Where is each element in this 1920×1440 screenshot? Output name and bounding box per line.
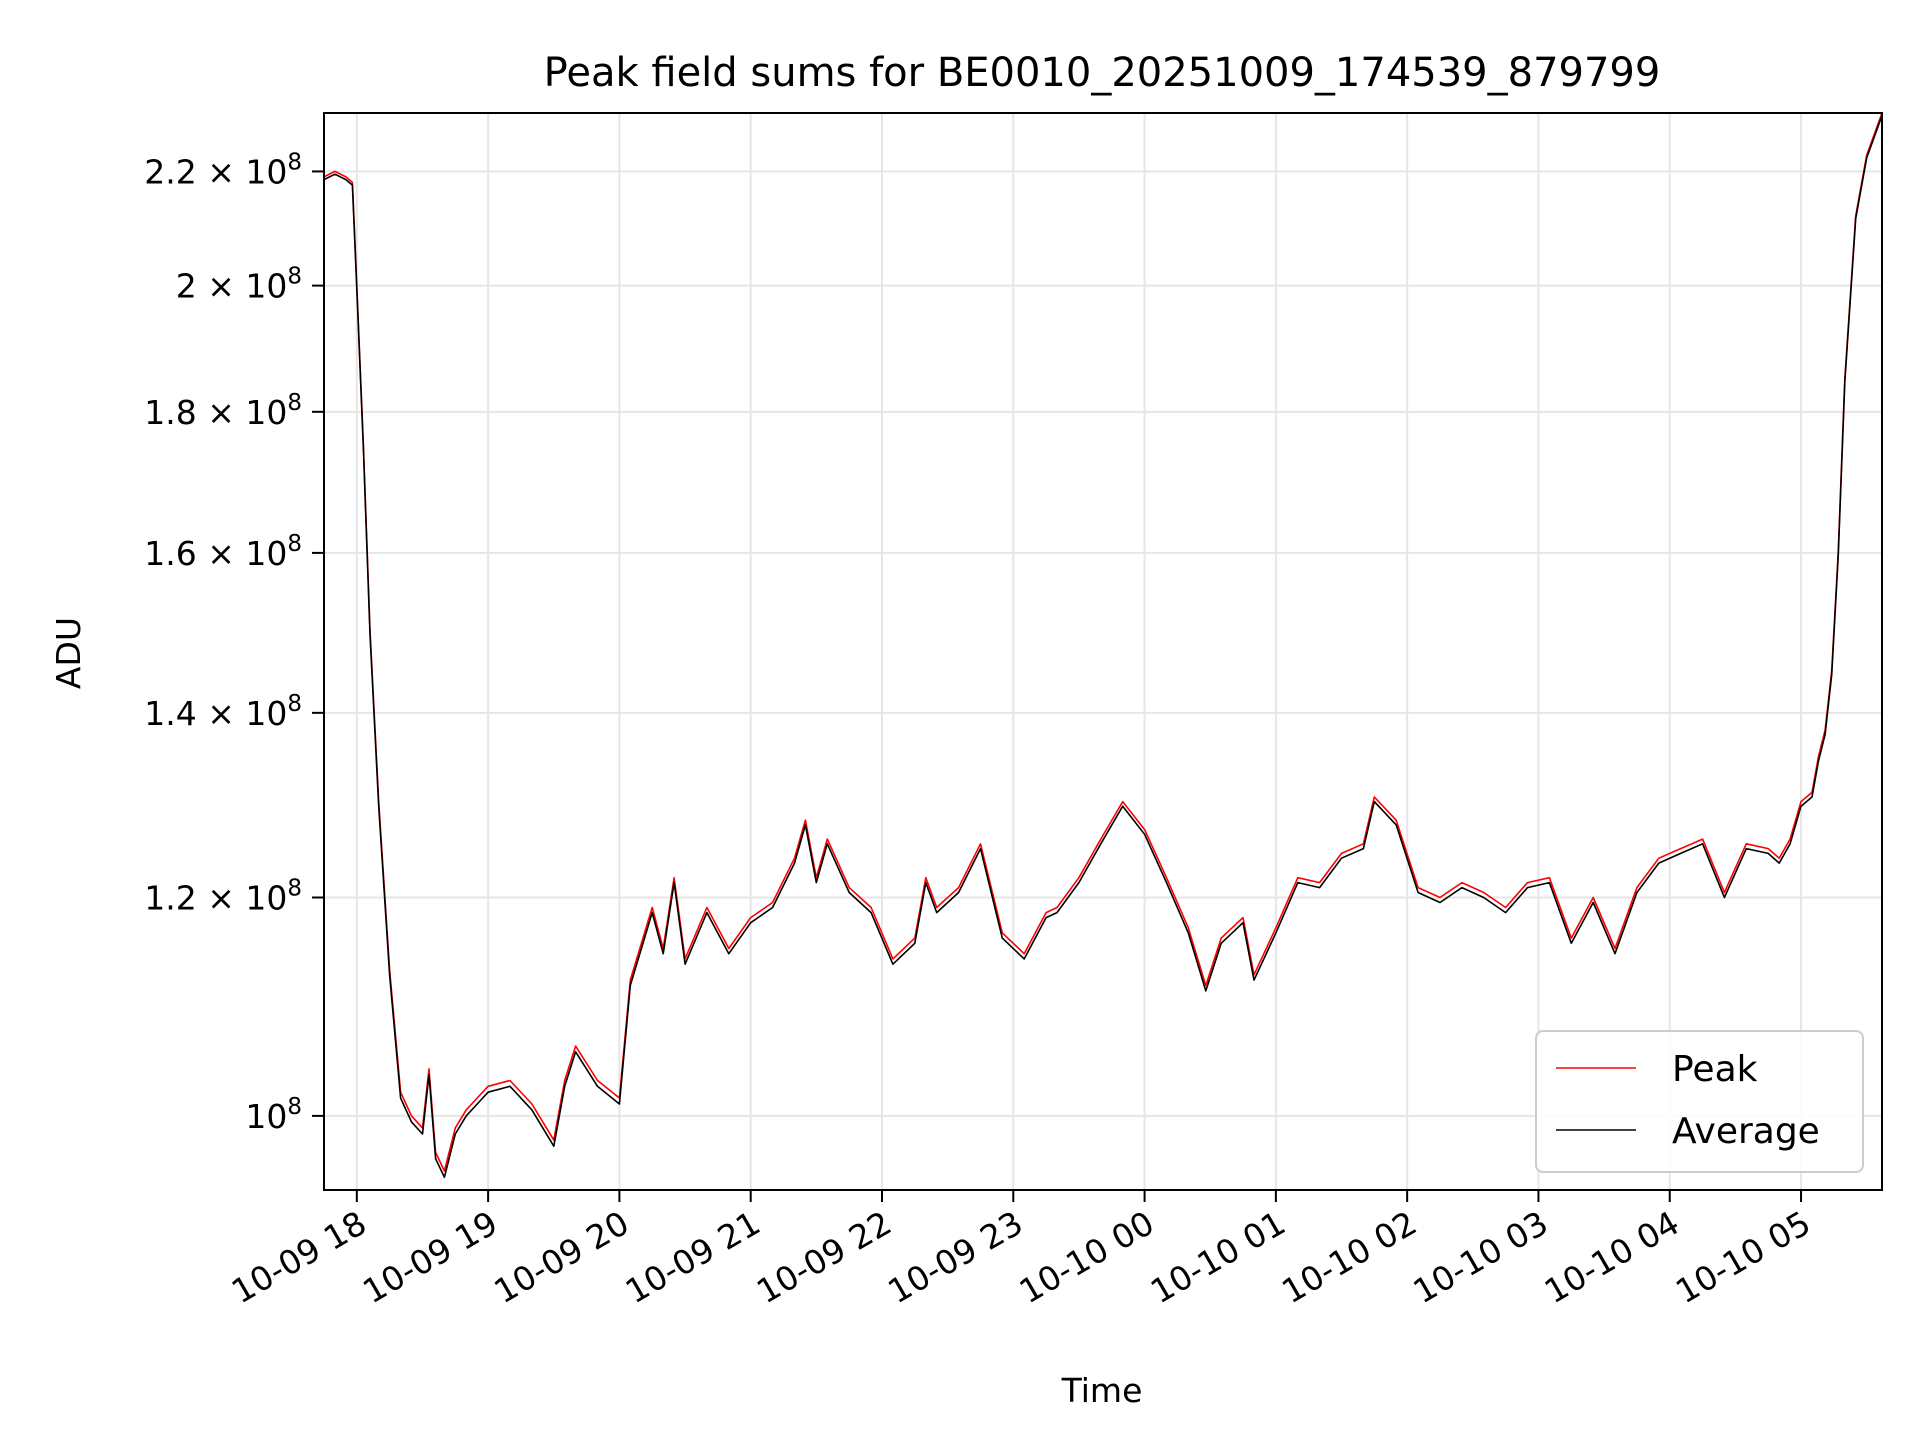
chart-title: Peak field sums for BE0010_20251009_1745… — [544, 50, 1661, 96]
legend: Peak Average — [1535, 1030, 1864, 1173]
y-tick-label: 1.4 × 108 — [144, 691, 302, 733]
y-tick-label: 1.2 × 108 — [144, 875, 302, 917]
legend-box — [1535, 1030, 1864, 1173]
grid-layer — [324, 113, 1882, 1190]
legend-label-peak: Peak — [1672, 1049, 1758, 1090]
series-layer — [323, 112, 1883, 1179]
y-tick-label: 108 — [245, 1094, 302, 1136]
legend-label-average: Average — [1672, 1111, 1820, 1152]
x-axis-label: Time — [1061, 1371, 1143, 1410]
y-tick-label: 2 × 108 — [176, 264, 302, 306]
series-line-peak — [323, 112, 1883, 1172]
y-tick-label: 2.2 × 108 — [144, 149, 302, 191]
y-axis-label: ADU — [49, 617, 88, 689]
plot-frame — [323, 112, 1883, 1191]
y-tick-label: 1.6 × 108 — [144, 531, 302, 573]
series-line-average — [323, 115, 1883, 1179]
y-tick-label: 1.8 × 108 — [144, 390, 302, 432]
